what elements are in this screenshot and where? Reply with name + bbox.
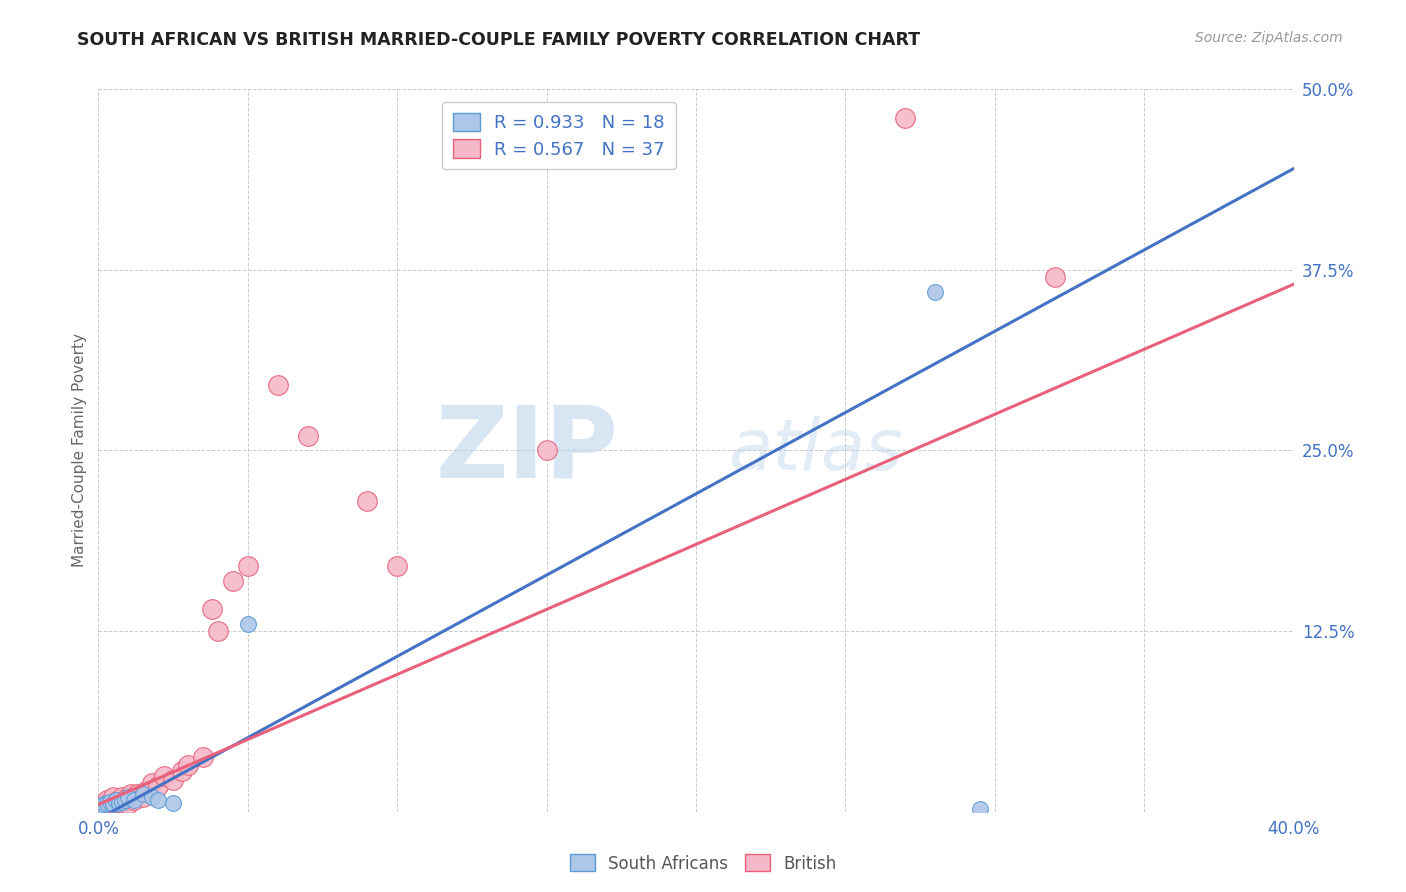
Point xyxy=(172,764,194,779)
Point xyxy=(207,624,229,639)
Point xyxy=(103,796,125,810)
Text: atlas: atlas xyxy=(728,416,903,485)
Legend: R = 0.933   N = 18, R = 0.567   N = 37: R = 0.933 N = 18, R = 0.567 N = 37 xyxy=(441,102,676,169)
Text: ZIP: ZIP xyxy=(436,402,619,499)
Point xyxy=(148,779,170,793)
Point xyxy=(297,429,319,443)
Point xyxy=(177,758,200,772)
Point xyxy=(114,793,136,807)
Point xyxy=(141,776,163,790)
Point xyxy=(132,790,155,805)
Point xyxy=(93,797,115,812)
Point xyxy=(111,796,134,810)
Point xyxy=(111,790,134,805)
Text: Source: ZipAtlas.com: Source: ZipAtlas.com xyxy=(1195,31,1343,45)
Point xyxy=(105,795,128,809)
Point xyxy=(120,788,142,802)
Point xyxy=(124,793,146,807)
Point xyxy=(98,797,122,812)
Y-axis label: Married-Couple Family Poverty: Married-Couple Family Poverty xyxy=(72,334,87,567)
Point xyxy=(108,793,131,807)
Point xyxy=(96,796,118,810)
Point xyxy=(1043,270,1066,285)
Legend: South Africans, British: South Africans, British xyxy=(562,847,844,880)
Point xyxy=(103,790,125,805)
Point xyxy=(111,795,134,809)
Point xyxy=(236,559,259,574)
Text: SOUTH AFRICAN VS BRITISH MARRIED-COUPLE FAMILY POVERTY CORRELATION CHART: SOUTH AFRICAN VS BRITISH MARRIED-COUPLE … xyxy=(77,31,921,49)
Point xyxy=(105,793,128,807)
Point xyxy=(191,749,214,764)
Point xyxy=(127,788,149,802)
Point xyxy=(536,443,558,458)
Point xyxy=(162,772,184,787)
Point xyxy=(162,796,184,810)
Point xyxy=(894,111,917,125)
Point xyxy=(132,788,155,802)
Point xyxy=(135,784,157,798)
Point xyxy=(924,285,946,299)
Point xyxy=(267,378,290,392)
Point xyxy=(153,769,176,783)
Point xyxy=(108,796,131,810)
Point xyxy=(117,797,139,812)
Point xyxy=(201,602,224,616)
Point xyxy=(93,797,115,812)
Point xyxy=(148,793,170,807)
Point xyxy=(117,790,139,805)
Point xyxy=(356,494,378,508)
Point xyxy=(969,802,991,816)
Point xyxy=(96,796,118,810)
Point xyxy=(385,559,409,574)
Point xyxy=(124,793,146,807)
Point xyxy=(98,795,122,809)
Point xyxy=(141,790,163,805)
Point xyxy=(90,799,112,814)
Point xyxy=(103,797,125,812)
Point xyxy=(96,793,118,807)
Point xyxy=(236,616,259,631)
Point xyxy=(117,790,139,805)
Point xyxy=(222,574,245,588)
Point xyxy=(114,793,136,807)
Point xyxy=(90,799,112,814)
